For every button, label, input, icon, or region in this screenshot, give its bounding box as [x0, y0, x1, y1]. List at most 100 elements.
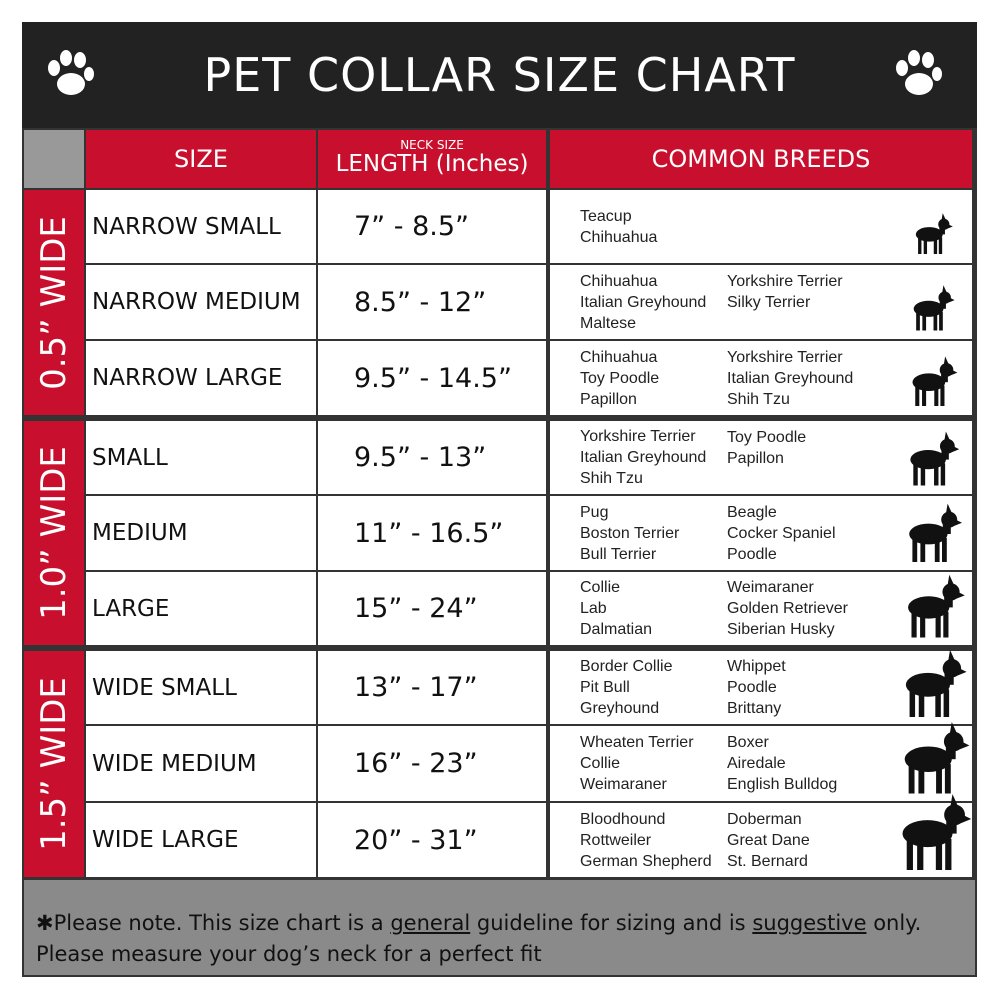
breed-list: Chihuahua Italian Greyhound Maltese [580, 271, 725, 334]
breed: Boston Terrier [580, 524, 680, 542]
breed: Yorkshire Terrier [727, 348, 843, 366]
breed: German Shepherd [580, 852, 712, 870]
size-cell: WIDE SMALL [86, 651, 316, 724]
size-text: NARROW LARGE [92, 365, 283, 391]
size-cell: NARROW MEDIUM [86, 265, 316, 339]
length-text: 16” - 23” [354, 748, 478, 779]
breed: Beagle [727, 503, 777, 521]
breed: Italian Greyhound [580, 293, 707, 311]
breeds-cell [550, 190, 972, 263]
breed: Collie [580, 579, 621, 596]
breed: Papillon [727, 449, 784, 467]
size-text: WIDE MEDIUM [92, 750, 257, 777]
length-text: 7” - 8.5” [354, 211, 470, 242]
breed: Rottweiler [580, 831, 652, 849]
length-cell: 15” - 24” [318, 572, 546, 645]
length-text: 8.5” - 12” [354, 286, 487, 318]
dog-icon [904, 722, 970, 794]
length-cell: 11” - 16.5” [318, 496, 546, 570]
column-header: SIZE [86, 130, 316, 188]
breed-list: Doberman Great Dane St. Bernard [727, 809, 872, 872]
breed: Doberman [727, 810, 802, 828]
breed: Poodle [727, 679, 777, 696]
size-cell: LARGE [86, 572, 316, 645]
length-cell: 9.5” - 14.5” [318, 341, 546, 415]
paw-icon [48, 50, 94, 95]
group-label-text: 0.5” WIDE [34, 215, 74, 390]
size-text: NARROW MEDIUM [92, 289, 301, 315]
breed: English Bulldog [727, 776, 838, 793]
dog-icon [902, 794, 972, 871]
breed-list: Yorkshire Terrier Silky Terrier [727, 271, 872, 313]
group-label: 1.0” WIDE [24, 421, 84, 645]
breed: Chihuahua [580, 228, 658, 246]
length-text: 13” - 17” [354, 672, 478, 703]
breed: Whippet [727, 658, 786, 675]
size-text: WIDE SMALL [92, 674, 237, 701]
dog-icon [909, 503, 962, 562]
header: PET COLLAR SIZE CHART [22, 22, 977, 128]
breed-list: Collie Lab Dalmatian [580, 577, 725, 640]
note-line: ✱Please note. This size chart is a gener… [36, 908, 975, 939]
length-cell: 8.5” - 12” [318, 265, 546, 339]
dog-icon [907, 574, 965, 638]
length-cell: 20” - 31” [318, 803, 546, 877]
length-cell: 16” - 23” [318, 726, 546, 801]
breed: Airedale [727, 755, 786, 772]
breed-list: Yorkshire Terrier Italian Greyhound Shih T… [580, 426, 725, 489]
breed: Siberian Husky [727, 621, 835, 638]
size-cell: NARROW LARGE [86, 341, 316, 415]
breed: Cocker Spaniel [727, 524, 836, 542]
group-label-text: 1.5” WIDE [34, 677, 74, 851]
size-cell: WIDE MEDIUM [86, 726, 316, 801]
breed: Papillon [580, 390, 637, 408]
size-cell: NARROW SMALL [86, 190, 316, 263]
size-text: NARROW SMALL [92, 213, 281, 240]
dog-icon [912, 356, 958, 407]
breed: Wheaten Terrier [580, 734, 694, 751]
size-cell: SMALL [86, 421, 316, 494]
size-cell: WIDE LARGE [86, 803, 316, 877]
breed: Dalmatian [580, 621, 653, 638]
group-label: 1.5” WIDE [24, 651, 84, 877]
breed-list: Boxer Airedale English Bulldog [727, 732, 872, 795]
breed: Collie [580, 755, 621, 772]
dog-icon [915, 212, 953, 254]
length-cell: 13” - 17” [318, 651, 546, 724]
column-header-subtext: NECK SIZE [400, 138, 464, 152]
length-text: 9.5” - 14.5” [354, 362, 512, 394]
note: ✱Please note. This size chart is a gener… [24, 880, 975, 975]
column-header-text: COMMON BREEDS [651, 145, 871, 173]
column-header: NECK SIZE LENGTH (Inches) [318, 130, 546, 188]
size-text: WIDE LARGE [92, 827, 239, 853]
breed: Great Dane [727, 831, 810, 849]
length-text: 9.5” - 13” [354, 442, 487, 473]
breed-list: Bloodhound Rottweiler German Shepherd [580, 809, 725, 872]
dog-icon [906, 649, 967, 717]
breed: Italian Greyhound [727, 369, 854, 387]
column-header-text: LENGTH (Inches) [335, 151, 529, 177]
breed: Pug [580, 503, 609, 521]
breed-list: Whippet Poodle Brittany [727, 656, 872, 719]
breeds-cell [550, 726, 972, 801]
note-text: guideline for sizing and is [476, 911, 746, 935]
dog-icon [913, 284, 955, 331]
breed: Weimaraner [727, 579, 814, 596]
note-emphasis: general [390, 911, 471, 935]
breed: Lab [580, 600, 607, 617]
paw-icon [896, 50, 942, 95]
breed: Poodle [727, 545, 777, 563]
breed-list: Wheaten Terrier Collie Weimaraner [580, 732, 725, 795]
breeds-cell [550, 651, 972, 724]
breed: Golden Retriever [727, 600, 848, 617]
column-header-text: SIZE [174, 145, 228, 173]
breed: Italian Greyhound [580, 449, 707, 466]
group-label-text: 1.0” WIDE [34, 446, 74, 620]
breed: Toy Poodle [580, 369, 660, 387]
size-text: MEDIUM [92, 520, 188, 546]
title: PET COLLAR SIZE CHART [203, 48, 796, 102]
size-text: LARGE [92, 595, 170, 622]
breeds-cell [550, 572, 972, 645]
length-text: 15” - 24” [354, 593, 478, 624]
